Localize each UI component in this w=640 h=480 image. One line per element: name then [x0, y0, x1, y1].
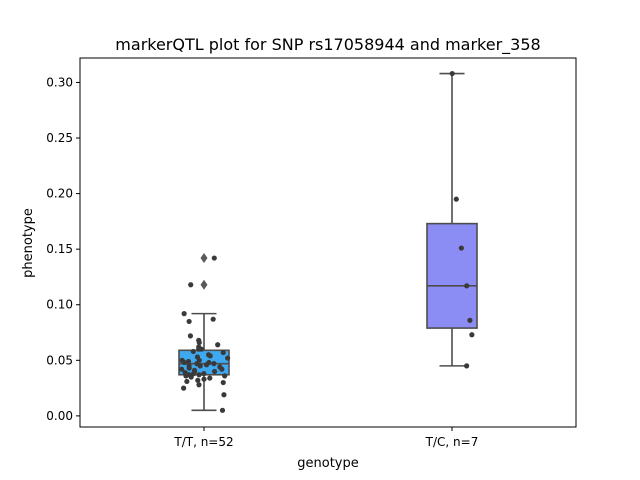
- data-point: [221, 392, 227, 398]
- y-axis: 0.00 0.05 0.10 0.15 0.20 0.25 0.30: [46, 75, 80, 423]
- axes-frame: [79, 57, 577, 428]
- y-axis-label: phenotype: [21, 208, 36, 278]
- x-tick-label: T/C, n=7: [425, 435, 479, 449]
- data-point: [195, 377, 201, 383]
- data-point: [196, 344, 202, 350]
- data-point: [220, 379, 226, 386]
- y-tick-label: 0.15: [46, 242, 73, 256]
- data-point: [190, 348, 196, 355]
- y-tick-label: 0.05: [46, 353, 73, 367]
- x-axis: T/T, n=52 T/C, n=7: [173, 427, 478, 449]
- data-point: [179, 357, 185, 363]
- y-tick-label: 0.25: [46, 131, 73, 145]
- x-tick-label: T/T, n=52: [173, 435, 233, 449]
- data-point: [449, 70, 455, 77]
- data-point: [196, 337, 202, 343]
- data-point: [188, 282, 194, 288]
- data-point: [186, 372, 192, 378]
- data-point: [181, 385, 187, 391]
- data-point: [207, 375, 213, 381]
- data-point: [196, 382, 202, 388]
- box-group: [178, 253, 231, 413]
- data-point: [219, 407, 226, 413]
- data-point: [184, 378, 190, 385]
- data-point: [187, 333, 194, 339]
- data-point: [217, 364, 223, 370]
- data-point: [186, 318, 192, 325]
- y-tick-label: 0.30: [46, 75, 73, 89]
- data-point: [201, 371, 207, 377]
- data-point: [181, 311, 187, 317]
- data-point: [225, 355, 231, 361]
- data-point: [453, 196, 459, 202]
- y-tick-label: 0.10: [46, 298, 73, 312]
- data-point: [194, 354, 201, 360]
- outlier-marker: [200, 253, 208, 264]
- y-tick-label: 0.20: [46, 187, 73, 201]
- data-point: [211, 255, 217, 261]
- data-point: [464, 363, 470, 369]
- data-point: [191, 367, 198, 373]
- data-point: [464, 283, 470, 289]
- data-point: [210, 316, 216, 322]
- box-iqr: [426, 222, 478, 329]
- box-series: [178, 70, 478, 413]
- plot-area: 0.000.050.100.150.200.250.30 T/T, n=52 T/…: [46, 57, 577, 449]
- x-axis-label: genotype: [297, 456, 358, 471]
- data-point: [467, 317, 473, 323]
- data-point: [182, 369, 188, 376]
- data-point: [206, 352, 212, 358]
- data-point: [211, 368, 218, 375]
- data-point: [196, 372, 202, 378]
- data-point: [186, 363, 192, 369]
- data-point: [201, 376, 207, 382]
- data-point: [458, 245, 464, 251]
- box-group: [426, 70, 478, 369]
- y-tick-label: 0.00: [46, 409, 73, 423]
- data-point: [185, 358, 192, 365]
- data-point: [222, 373, 228, 379]
- data-point: [215, 342, 221, 348]
- data-point: [220, 349, 226, 356]
- data-point: [469, 332, 475, 338]
- data-point: [206, 359, 212, 366]
- data-point: [211, 361, 217, 367]
- chart-title: markerQTL plot for SNP rs17058944 and ma…: [115, 35, 540, 55]
- outlier-marker: [200, 279, 208, 290]
- data-point: [179, 366, 185, 372]
